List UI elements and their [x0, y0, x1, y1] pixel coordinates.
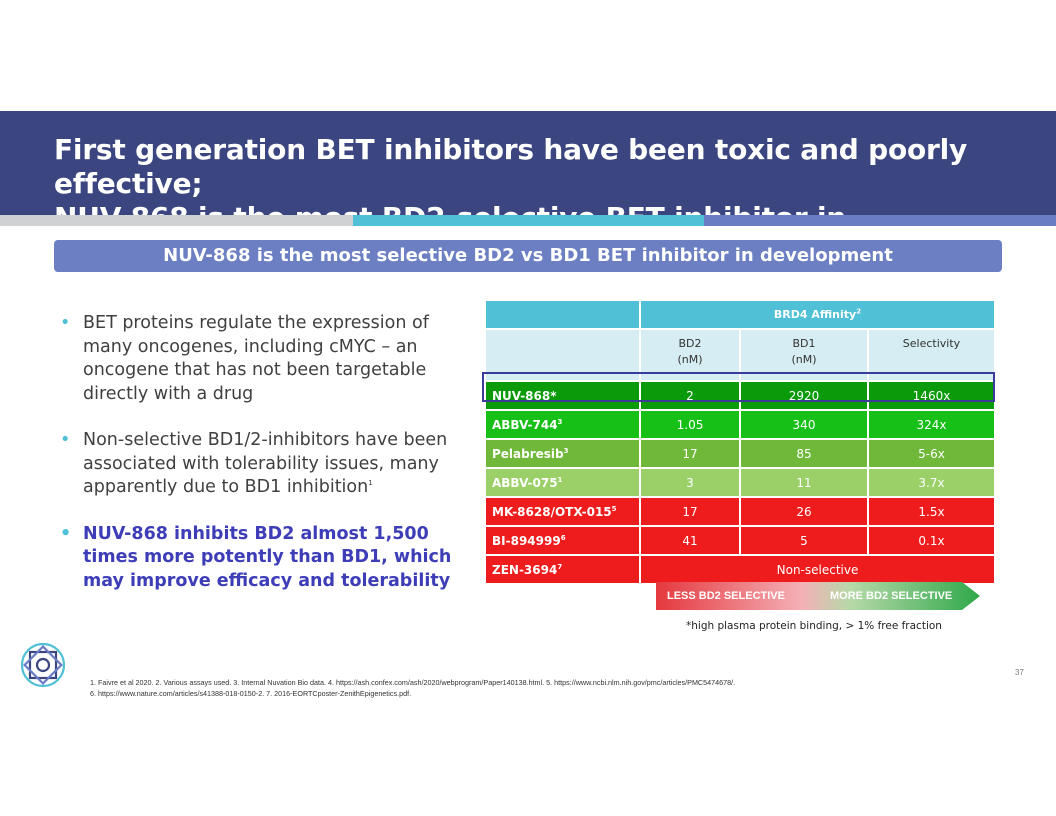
references: 1. Faivre et al 2020. 2. Various assays …	[90, 677, 735, 699]
selectivity-scale-arrow: LESS BD2 SELECTIVE MORE BD2 SELECTIVE	[656, 582, 980, 610]
table-row: ZEN-36947 Non-selective	[485, 555, 995, 584]
reference-line: 6. https://www.nature.com/articles/s4138…	[90, 689, 412, 698]
column-header-unit: (nM)	[677, 353, 703, 366]
subtitle-banner: NUV-868 is the most selective BD2 vs BD1…	[54, 240, 1002, 272]
bd1-value: 85	[740, 439, 868, 468]
divider-strip-teal	[353, 215, 704, 226]
company-logo-icon	[20, 642, 66, 688]
bullet-text: Non-selective BD1/2-inhibitors have been…	[83, 430, 448, 497]
bd2-value: 17	[640, 439, 740, 468]
scale-label-more: MORE BD2 SELECTIVE	[830, 590, 953, 602]
selectivity-value: 1460x	[868, 381, 995, 410]
bullet-dot-icon: •	[60, 523, 72, 544]
compound-name: NUV-868*	[485, 381, 640, 410]
compound-sup: 5	[611, 504, 617, 513]
non-selective-cell: Non-selective	[640, 555, 995, 584]
scale-label-less: LESS BD2 SELECTIVE	[667, 590, 785, 602]
bd1-value: 26	[740, 497, 868, 526]
column-header-line: Selectivity	[902, 337, 961, 350]
footnote: *high plasma protein binding, > 1% free …	[686, 620, 942, 632]
selectivity-value: 1.5x	[868, 497, 995, 526]
column-header-line: BD1	[792, 337, 816, 350]
bullet-item: • BET proteins regulate the expression o…	[60, 312, 460, 406]
compound-name: ABBV-7443	[485, 410, 640, 439]
page-title-line1: First generation BET inhibitors have bee…	[54, 133, 968, 200]
compound-sup: 7	[557, 562, 563, 571]
compound-sup: 1	[557, 475, 563, 484]
bullet-text: BET proteins regulate the expression of …	[83, 313, 429, 404]
reference-line: 1. Faivre et al 2020. 2. Various assays …	[90, 678, 736, 687]
affinity-table: BRD4 Affinity2 BD2 (nM) BD1 (nM) Selecti…	[485, 300, 995, 584]
gradient-arrow-icon	[656, 582, 980, 610]
affinity-group-label: BRD4 Affinity	[773, 308, 857, 321]
compound-name: Pelabresib3	[485, 439, 640, 468]
table-row: ABBV-0751 3 11 3.7x	[485, 468, 995, 497]
table-row: MK-8628/OTX-0155 17 26 1.5x	[485, 497, 995, 526]
table-row: ABBV-7443 1.05 340 324x	[485, 410, 995, 439]
compound-label: ABBV-744	[492, 417, 558, 432]
compound-label: Pelabresib	[492, 446, 564, 461]
compound-label: BI-894999	[492, 533, 561, 548]
bd1-value: 11	[740, 468, 868, 497]
compound-label: NUV-868*	[492, 388, 557, 403]
page-number: 37	[1015, 668, 1024, 677]
compound-sup: 3	[557, 417, 563, 426]
bullet-dot-icon: •	[60, 313, 71, 333]
bd1-value: 340	[740, 410, 868, 439]
selectivity-value: 3.7x	[868, 468, 995, 497]
compound-name: MK-8628/OTX-0155	[485, 497, 640, 526]
affinity-group-header: BRD4 Affinity2	[640, 300, 995, 329]
bullet-list: • BET proteins regulate the expression o…	[60, 312, 460, 616]
compound-sup: 6	[560, 533, 566, 542]
bd1-value: 2920	[740, 381, 868, 410]
compound-label: MK-8628/OTX-015	[492, 504, 612, 519]
compound-name: BI-8949996	[485, 526, 640, 555]
compound-name: ABBV-0751	[485, 468, 640, 497]
bullet-text: NUV-868 inhibits BD2 almost 1,500 times …	[83, 523, 452, 591]
compound-label: ZEN-3694	[492, 562, 558, 577]
bd1-value: 5	[740, 526, 868, 555]
bd2-value: 3	[640, 468, 740, 497]
bullet-superscript: 1	[368, 479, 373, 488]
bd2-value: 1.05	[640, 410, 740, 439]
divider-strip-blue	[704, 215, 1056, 226]
bd2-value: 41	[640, 526, 740, 555]
bullet-item: • Non-selective BD1/2-inhibitors have be…	[60, 429, 460, 500]
selectivity-value: 324x	[868, 410, 995, 439]
compound-label: ABBV-075	[492, 475, 558, 490]
column-header-unit: (nM)	[791, 353, 817, 366]
bullet-item-highlight: • NUV-868 inhibits BD2 almost 1,500 time…	[60, 523, 460, 594]
table-corner-cell	[485, 300, 640, 329]
title-band: First generation BET inhibitors have bee…	[0, 111, 1056, 268]
selectivity-value: 0.1x	[868, 526, 995, 555]
table-row: Pelabresib3 17 85 5-6x	[485, 439, 995, 468]
bd2-value: 17	[640, 497, 740, 526]
bd2-value: 2	[640, 381, 740, 410]
compound-name: ZEN-36947	[485, 555, 640, 584]
nuv-868-highlight-box	[482, 372, 995, 402]
table-row: NUV-868* 2 2920 1460x	[485, 381, 995, 410]
table-row: BI-8949996 41 5 0.1x	[485, 526, 995, 555]
affinity-group-sup: 2	[856, 307, 862, 316]
compound-sup: 3	[563, 446, 569, 455]
bullet-dot-icon: •	[60, 430, 71, 450]
selectivity-value: 5-6x	[868, 439, 995, 468]
divider-strip-grey	[0, 215, 353, 226]
column-header-line: BD2	[678, 337, 702, 350]
